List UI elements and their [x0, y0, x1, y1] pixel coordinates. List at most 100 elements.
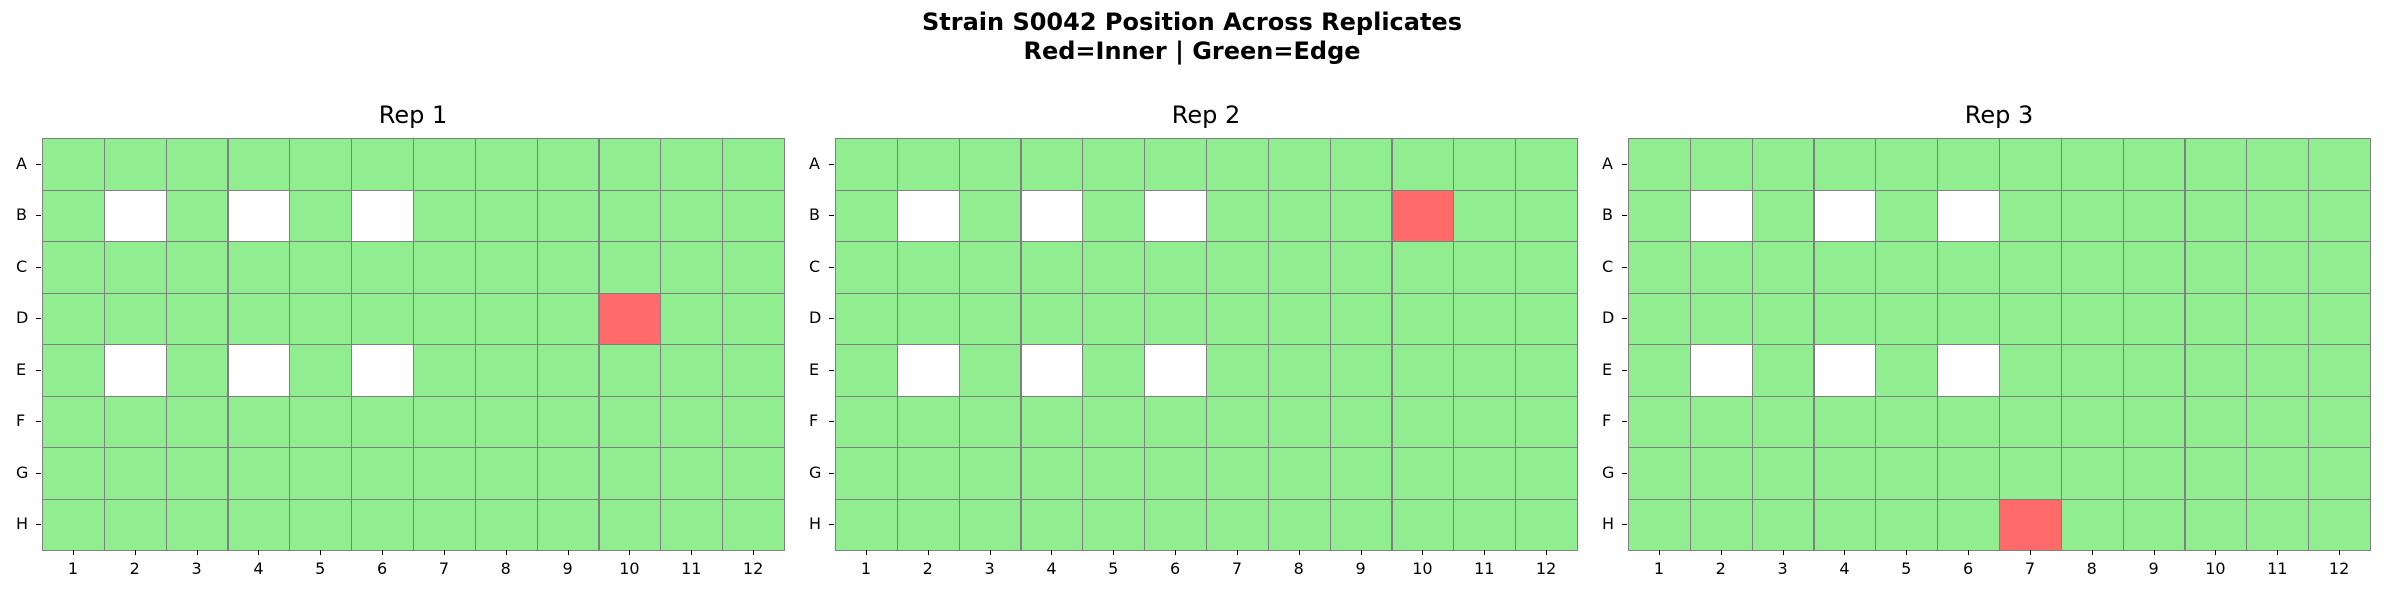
- row-label-g: G: [1602, 462, 1615, 482]
- well-b10-edge: [2184, 189, 2248, 242]
- well-d10-inner: [598, 292, 662, 345]
- well-d7-edge: [1999, 292, 2062, 345]
- well-c1-edge: [835, 241, 898, 294]
- well-d12-edge: [1515, 292, 1578, 345]
- well-a7-edge: [1206, 138, 1269, 191]
- well-e5-edge: [1082, 344, 1146, 397]
- well-f10-edge: [2184, 395, 2248, 448]
- well-f6-edge: [1937, 395, 2000, 448]
- col-label-1: 1: [67, 559, 78, 578]
- well-a6-edge: [1937, 138, 2000, 191]
- well-e7-edge: [413, 344, 476, 397]
- figure-title-line-1: Strain S0042 Position Across Replicates: [921, 8, 1462, 36]
- well-e10-edge: [2184, 344, 2248, 397]
- well-a8-edge: [1267, 138, 1331, 191]
- well-b8-edge: [1267, 189, 1331, 242]
- row-tick: [829, 215, 834, 217]
- well-a11-edge: [2246, 138, 2310, 191]
- col-tick: [989, 550, 991, 555]
- col-label-3: 3: [1777, 559, 1788, 578]
- col-label-6: 6: [1962, 559, 1974, 578]
- well-g1-edge: [42, 447, 105, 500]
- col-label-1: 1: [1653, 559, 1664, 578]
- row-label-a: A: [809, 153, 820, 173]
- well-f5-edge: [289, 395, 353, 448]
- well-a7-edge: [1999, 138, 2062, 191]
- well-g12-edge: [2308, 447, 2371, 500]
- col-label-8: 8: [500, 559, 511, 578]
- well-b7-edge: [413, 189, 476, 242]
- well-g8-edge: [474, 447, 538, 500]
- row-tick: [1622, 215, 1627, 217]
- well-d8-edge: [474, 292, 538, 345]
- row-label-d: D: [809, 308, 822, 328]
- well-b12-edge: [722, 189, 785, 242]
- well-c12-edge: [722, 241, 785, 294]
- well-e6-empty: [1937, 344, 2000, 397]
- well-b1-edge: [1628, 189, 1691, 242]
- well-f1-edge: [835, 395, 898, 448]
- col-label-11: 11: [1474, 559, 1495, 578]
- well-h5-edge: [1082, 498, 1146, 551]
- well-c11-edge: [660, 241, 724, 294]
- well-f11-edge: [2246, 395, 2310, 448]
- well-a5-edge: [1082, 138, 1146, 191]
- well-h5-edge: [1875, 498, 1939, 551]
- col-tick: [1422, 550, 1424, 555]
- row-label-f: F: [16, 411, 26, 431]
- col-label-2: 2: [922, 559, 933, 578]
- col-label-12: 12: [1535, 559, 1557, 578]
- well-f7-edge: [413, 395, 476, 448]
- well-c12-edge: [2308, 241, 2371, 294]
- well-c10-edge: [2184, 241, 2248, 294]
- well-g9-edge: [1329, 447, 1393, 500]
- well-g8-edge: [2060, 447, 2124, 500]
- well-f5-edge: [1875, 395, 1939, 448]
- well-g6-edge: [1144, 447, 1207, 500]
- well-a2-edge: [896, 138, 960, 191]
- well-h9-edge: [536, 498, 600, 551]
- col-tick: [1546, 550, 1548, 555]
- well-f3-edge: [958, 395, 1022, 448]
- well-g3-edge: [165, 447, 229, 500]
- well-g4-edge: [1813, 447, 1877, 500]
- well-g9-edge: [536, 447, 600, 500]
- well-f11-edge: [1453, 395, 1517, 448]
- well-a2-edge: [1689, 138, 1753, 191]
- well-b6-empty: [1144, 189, 1207, 242]
- well-h11-edge: [660, 498, 724, 551]
- well-f2-edge: [103, 395, 167, 448]
- panel-title: Rep 2: [1171, 101, 1241, 129]
- row-tick: [829, 524, 834, 526]
- row-tick: [1622, 421, 1627, 423]
- col-tick: [865, 550, 867, 555]
- well-b7-edge: [1206, 189, 1269, 242]
- well-c5-edge: [1082, 241, 1146, 294]
- well-d2-edge: [896, 292, 960, 345]
- well-h3-edge: [165, 498, 229, 551]
- well-a5-edge: [289, 138, 353, 191]
- col-tick: [1658, 550, 1660, 555]
- row-label-e: E: [1602, 359, 1613, 379]
- well-c3-edge: [1751, 241, 1815, 294]
- well-e11-edge: [1453, 344, 1517, 397]
- row-label-d: D: [1602, 308, 1615, 328]
- well-c1-edge: [42, 241, 105, 294]
- well-f12-edge: [1515, 395, 1578, 448]
- row-tick: [36, 215, 41, 217]
- well-g11-edge: [2246, 447, 2310, 500]
- well-a1-edge: [1628, 138, 1691, 191]
- well-d1-edge: [1628, 292, 1691, 345]
- well-b3-edge: [165, 189, 229, 242]
- well-d12-edge: [2308, 292, 2371, 345]
- well-f8-edge: [474, 395, 538, 448]
- row-tick: [36, 163, 41, 165]
- well-g8-edge: [1267, 447, 1331, 500]
- well-g5-edge: [1082, 447, 1146, 500]
- well-f3-edge: [1751, 395, 1815, 448]
- col-tick: [196, 550, 198, 555]
- figure-subtitle: Red=Inner | Green=Edge: [1023, 37, 1361, 65]
- well-g6-edge: [1937, 447, 2000, 500]
- well-e2-empty: [103, 344, 167, 397]
- well-c10-edge: [1391, 241, 1455, 294]
